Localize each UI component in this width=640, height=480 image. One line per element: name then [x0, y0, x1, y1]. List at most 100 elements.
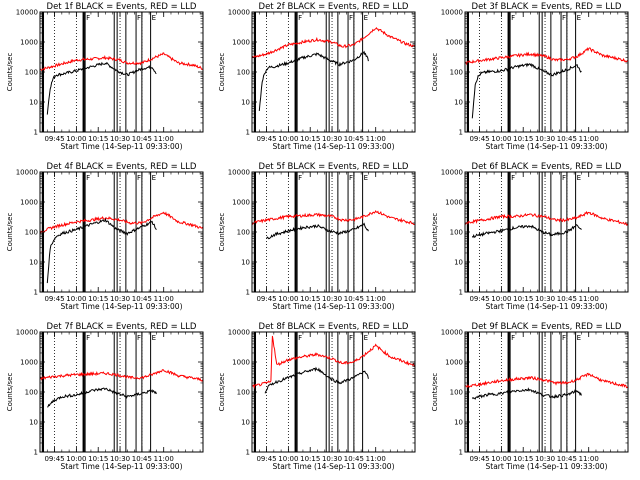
x-tick-label: 09:45: [44, 455, 64, 463]
x-tick-label: 10:45: [344, 295, 364, 303]
y-tick-label: 1000: [445, 359, 463, 367]
y-axis-label: Counts/sec: [218, 373, 226, 412]
x-axis-label: Start Time (14-Sep-11 09:33:00): [486, 462, 608, 471]
x-tick-label: 09:45: [256, 135, 276, 143]
event-marker-label: F: [511, 174, 515, 182]
event-marker-label: F: [137, 14, 141, 22]
y-tick-label: 100: [450, 69, 463, 77]
x-tick-label: 09:45: [469, 135, 489, 143]
x-tick-label: 10:30: [322, 455, 342, 463]
plot-frame: [251, 331, 416, 453]
y-axis-label: Counts/sec: [431, 53, 439, 92]
y-axis-label: Counts/sec: [6, 373, 14, 412]
x-tick-label: 10:15: [300, 295, 320, 303]
chart-title: Det 5f BLACK = Events, RED = LLD: [259, 162, 409, 172]
y-tick-label: 1000: [20, 39, 38, 47]
y-tick-label: 100: [237, 69, 250, 77]
lld-rate-trace: [465, 47, 629, 66]
x-tick-label: 10:00: [491, 295, 511, 303]
x-tick-label: 10:15: [513, 295, 533, 303]
y-tick-label: 10: [29, 259, 38, 267]
event-marker-label: F: [86, 14, 90, 22]
lld-rate-trace: [39, 52, 204, 71]
x-tick-label: 10:15: [88, 455, 108, 463]
plot-frame: [251, 11, 416, 133]
x-axis-label: Start Time (14-Sep-11 09:33:00): [61, 302, 183, 311]
chart-title: Det 6f BLACK = Events, RED = LLD: [472, 162, 622, 172]
y-tick-label: 10000: [441, 329, 463, 337]
lld-rate-trace: [39, 369, 204, 382]
x-tick-label: 09:45: [44, 295, 64, 303]
x-axis-label: Start Time (14-Sep-11 09:33:00): [61, 142, 183, 151]
event-marker-label: F: [137, 174, 141, 182]
x-tick-label: 09:45: [469, 455, 489, 463]
y-tick-label: 10000: [228, 169, 250, 177]
y-axis-label: Counts/sec: [218, 213, 226, 252]
x-tick-label: 10:45: [557, 135, 577, 143]
y-tick-label: 100: [25, 389, 38, 397]
y-tick-label: 10000: [16, 169, 38, 177]
y-axis-label: Counts/sec: [218, 53, 226, 92]
x-tick-label: 11:00: [154, 455, 174, 463]
event-marker-label: F: [86, 334, 90, 342]
x-tick-label: 11:00: [366, 455, 386, 463]
x-tick-label: 10:15: [300, 455, 320, 463]
plot-frame: [464, 331, 629, 453]
plot-frame: [39, 11, 204, 133]
x-tick-label: 11:00: [579, 135, 599, 143]
x-tick-label: 10:30: [110, 295, 130, 303]
lld-rate-trace: [39, 211, 204, 234]
event-marker-label: F: [511, 14, 515, 22]
chart-panel: Det 1f BLACK = Events, RED = LLD F F E 1 10 10…: [6, 2, 204, 151]
x-tick-label: 10:00: [278, 455, 298, 463]
x-tick-label: 10:15: [300, 135, 320, 143]
y-tick-label: 1000: [232, 199, 250, 207]
y-tick-label: 10000: [228, 329, 250, 337]
event-marker-label: F: [86, 174, 90, 182]
lld-rate-trace: [251, 27, 416, 59]
event-marker-label: E: [364, 14, 368, 22]
chart-panel: Det 6f BLACK = Events, RED = LLD F F E 1 10 10…: [431, 162, 629, 311]
x-tick-label: 11:00: [154, 135, 174, 143]
event-marker-label: F: [137, 334, 141, 342]
event-marker-label: F: [298, 14, 302, 22]
event-marker-label: E: [577, 14, 581, 22]
x-axis-label: Start Time (14-Sep-11 09:33:00): [61, 462, 183, 471]
x-tick-label: 10:30: [535, 295, 555, 303]
x-tick-label: 11:00: [579, 455, 599, 463]
lld-rate-trace: [252, 335, 416, 389]
y-tick-label: 10000: [16, 329, 38, 337]
event-rate-trace: [471, 387, 582, 400]
y-axis-label: Counts/sec: [6, 213, 14, 252]
x-tick-label: 11:00: [154, 295, 174, 303]
event-rate-trace: [264, 366, 369, 394]
y-tick-label: 10000: [228, 9, 250, 17]
y-tick-label: 100: [237, 389, 250, 397]
event-marker-label: E: [364, 334, 368, 342]
x-tick-label: 10:00: [491, 135, 511, 143]
event-marker-label: F: [298, 174, 302, 182]
y-tick-label: 10: [29, 419, 38, 427]
y-tick-label: 10: [454, 259, 463, 267]
y-tick-label: 1000: [20, 359, 38, 367]
plot-frame: [39, 331, 204, 453]
x-tick-label: 10:30: [110, 455, 130, 463]
event-marker-label: F: [511, 334, 515, 342]
y-tick-label: 1: [34, 289, 38, 297]
x-tick-label: 11:00: [366, 295, 386, 303]
y-tick-label: 10000: [441, 169, 463, 177]
chart-panel: Det 4f BLACK = Events, RED = LLD F F E 1 10 10…: [6, 162, 204, 311]
event-rate-trace: [471, 224, 582, 239]
y-tick-label: 10000: [441, 9, 463, 17]
x-tick-label: 10:45: [132, 455, 152, 463]
x-tick-label: 10:00: [491, 455, 511, 463]
y-axis-label: Counts/sec: [6, 53, 14, 92]
x-tick-label: 10:15: [88, 135, 108, 143]
y-tick-label: 1: [459, 449, 463, 457]
chart-title: Det 8f BLACK = Events, RED = LLD: [259, 322, 409, 332]
y-axis-label: Counts/sec: [431, 213, 439, 252]
y-tick-label: 100: [450, 389, 463, 397]
x-tick-label: 10:15: [513, 455, 533, 463]
x-tick-label: 10:45: [132, 135, 152, 143]
